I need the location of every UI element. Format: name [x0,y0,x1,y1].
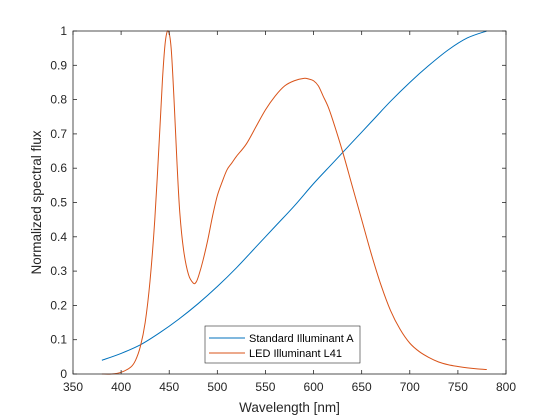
series-line-led-illuminant-l41 [101,30,487,375]
legend: Standard Illuminant A LED Illuminant L41 [204,325,361,364]
y-tick-label: 0.3 [50,264,67,278]
y-tick-label: 0.8 [50,93,67,107]
series-line-standard-illuminant-a [101,30,487,361]
x-tick-label: 650 [352,380,372,394]
x-tick-label: 550 [255,380,275,394]
y-tick-label: 0.4 [50,230,67,244]
y-tick-label: 0.2 [50,298,67,312]
y-tick-label: 1 [60,24,67,38]
plot-background [73,31,506,374]
y-tick-label: 0.9 [50,58,67,72]
y-axis-label: Normalized spectral flux [29,130,44,274]
x-tick-label: 450 [159,380,179,394]
y-tick-label: 0.5 [50,196,67,210]
x-tick-label: 500 [207,380,227,394]
x-tick-label: 800 [496,380,516,394]
series-layer [101,30,487,375]
x-tick-label: 750 [448,380,468,394]
y-tick-label: 0 [60,367,67,381]
x-tick-label: 700 [400,380,420,394]
y-tick-label: 0.7 [50,127,67,141]
x-axis: 350 400 450 500 550 600 650 700 750 800 [63,31,516,394]
x-tick-label: 600 [304,380,324,394]
legend-box [204,325,361,364]
x-tick-label: 350 [63,380,83,394]
y-axis: 0 0.1 0.2 0.3 0.4 0.5 0.6 0.7 0.8 0.9 1 [50,24,506,381]
legend-label-standard-illuminant-a: Standard Illuminant A [249,333,354,345]
x-axis-label: Wavelength [nm] [239,400,340,415]
y-tick-label: 0.1 [50,333,67,347]
x-tick-label: 400 [111,380,131,394]
y-tick-label: 0.6 [50,161,67,175]
legend-label-led-illuminant-l41: LED Illuminant L41 [249,348,342,360]
